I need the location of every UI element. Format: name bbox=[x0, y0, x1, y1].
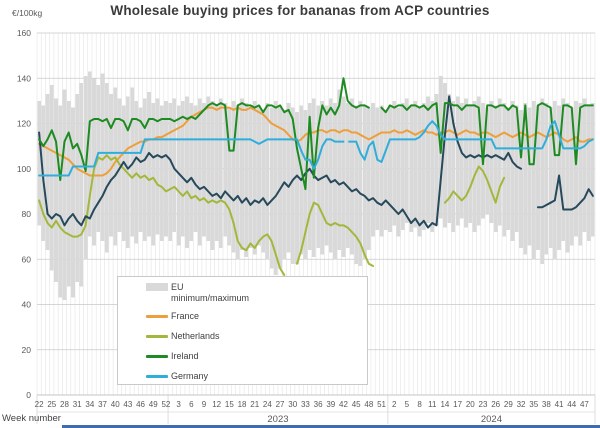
window-bottom-edge bbox=[62, 425, 600, 428]
svg-text:12: 12 bbox=[212, 400, 221, 409]
svg-text:18: 18 bbox=[238, 400, 247, 409]
svg-text:8: 8 bbox=[417, 400, 422, 409]
chart-title: Wholesale buying prices for bananas from… bbox=[110, 3, 490, 18]
series-line-unlabeled-dark-blue bbox=[38, 95, 594, 229]
svg-text:22: 22 bbox=[35, 400, 44, 409]
svg-text:0: 0 bbox=[26, 390, 31, 400]
ireland-line-swatch bbox=[146, 355, 168, 358]
legend-label-eu-line2: minimum/maximum bbox=[171, 293, 250, 303]
svg-text:35: 35 bbox=[529, 400, 538, 409]
svg-text:40: 40 bbox=[111, 400, 120, 409]
svg-text:32: 32 bbox=[517, 400, 526, 409]
legend-label-eu-line1: EU bbox=[171, 282, 184, 292]
svg-text:15: 15 bbox=[225, 400, 234, 409]
svg-text:25: 25 bbox=[47, 400, 56, 409]
eu-band-swatch bbox=[146, 283, 168, 291]
svg-text:38: 38 bbox=[542, 400, 551, 409]
legend-item-ireland: Ireland bbox=[146, 351, 367, 362]
svg-text:43: 43 bbox=[123, 400, 132, 409]
x-axis-tick-labels: 22 25 28 31 34 37 40 43 46 49 52 3 6 9 12 15 18 21 24 27 30 3… bbox=[35, 400, 590, 409]
svg-text:11: 11 bbox=[428, 400, 437, 409]
legend-item-eu-min-max: EU minimum/maximum bbox=[146, 282, 367, 304]
svg-text:14: 14 bbox=[440, 400, 449, 409]
y-axis-unit-label: €/100kg bbox=[12, 8, 43, 18]
svg-text:52: 52 bbox=[161, 400, 170, 409]
svg-text:41: 41 bbox=[555, 400, 564, 409]
svg-text:2024: 2024 bbox=[481, 414, 502, 425]
svg-text:120: 120 bbox=[17, 119, 31, 129]
svg-text:33: 33 bbox=[301, 400, 310, 409]
svg-text:51: 51 bbox=[377, 400, 386, 409]
svg-text:28: 28 bbox=[60, 400, 69, 409]
germany-line-swatch bbox=[146, 375, 168, 378]
series-line-france bbox=[38, 106, 594, 177]
legend-item-france: France bbox=[146, 311, 367, 322]
svg-text:60: 60 bbox=[22, 254, 32, 264]
svg-text:20: 20 bbox=[466, 400, 475, 409]
svg-text:48: 48 bbox=[364, 400, 373, 409]
svg-text:2023: 2023 bbox=[267, 414, 288, 425]
svg-text:5: 5 bbox=[405, 400, 410, 409]
svg-text:46: 46 bbox=[136, 400, 145, 409]
svg-text:36: 36 bbox=[314, 400, 323, 409]
legend-label-germany: Germany bbox=[171, 371, 209, 381]
svg-text:17: 17 bbox=[453, 400, 462, 409]
svg-text:23: 23 bbox=[479, 400, 488, 409]
svg-text:29: 29 bbox=[504, 400, 513, 409]
svg-text:6: 6 bbox=[189, 400, 194, 409]
legend-label-netherlands: Netherlands bbox=[171, 331, 220, 341]
svg-text:140: 140 bbox=[17, 73, 31, 83]
svg-text:30: 30 bbox=[288, 400, 297, 409]
x-axis-year-labels: 2023 2024 bbox=[267, 414, 502, 425]
series-line-germany bbox=[38, 120, 594, 177]
netherlands-line-swatch bbox=[146, 335, 168, 338]
svg-text:47: 47 bbox=[580, 400, 589, 409]
svg-text:44: 44 bbox=[567, 400, 576, 409]
svg-text:31: 31 bbox=[73, 400, 82, 409]
svg-text:9: 9 bbox=[202, 400, 207, 409]
svg-text:24: 24 bbox=[263, 400, 272, 409]
svg-text:3: 3 bbox=[176, 400, 181, 409]
x-axis-title: Week number bbox=[2, 413, 61, 424]
svg-text:21: 21 bbox=[250, 400, 259, 409]
svg-text:26: 26 bbox=[491, 400, 500, 409]
series-line-ireland bbox=[38, 77, 594, 191]
svg-text:100: 100 bbox=[17, 164, 31, 174]
chart-legend: EU minimum/maximum France Netherlands Ir… bbox=[117, 276, 368, 385]
svg-text:49: 49 bbox=[149, 400, 158, 409]
svg-text:45: 45 bbox=[352, 400, 361, 409]
france-line-swatch bbox=[146, 315, 168, 318]
svg-text:42: 42 bbox=[339, 400, 348, 409]
y-axis-tick-labels: 0 20 40 60 80 100 120 140 160 bbox=[17, 28, 31, 400]
svg-text:27: 27 bbox=[276, 400, 285, 409]
svg-text:39: 39 bbox=[326, 400, 335, 409]
axis-lines bbox=[36, 394, 596, 424]
svg-text:37: 37 bbox=[98, 400, 107, 409]
series-line-netherlands bbox=[38, 154, 506, 277]
svg-text:34: 34 bbox=[85, 400, 94, 409]
svg-text:2: 2 bbox=[392, 400, 397, 409]
svg-text:160: 160 bbox=[17, 28, 31, 38]
legend-item-netherlands: Netherlands bbox=[146, 331, 367, 342]
legend-item-germany: Germany bbox=[146, 371, 367, 382]
gridlines-horizontal bbox=[37, 32, 595, 396]
svg-text:40: 40 bbox=[22, 300, 32, 310]
legend-label-france: France bbox=[171, 311, 200, 321]
svg-text:20: 20 bbox=[22, 345, 32, 355]
svg-text:80: 80 bbox=[22, 209, 32, 219]
legend-label-ireland: Ireland bbox=[171, 351, 199, 361]
